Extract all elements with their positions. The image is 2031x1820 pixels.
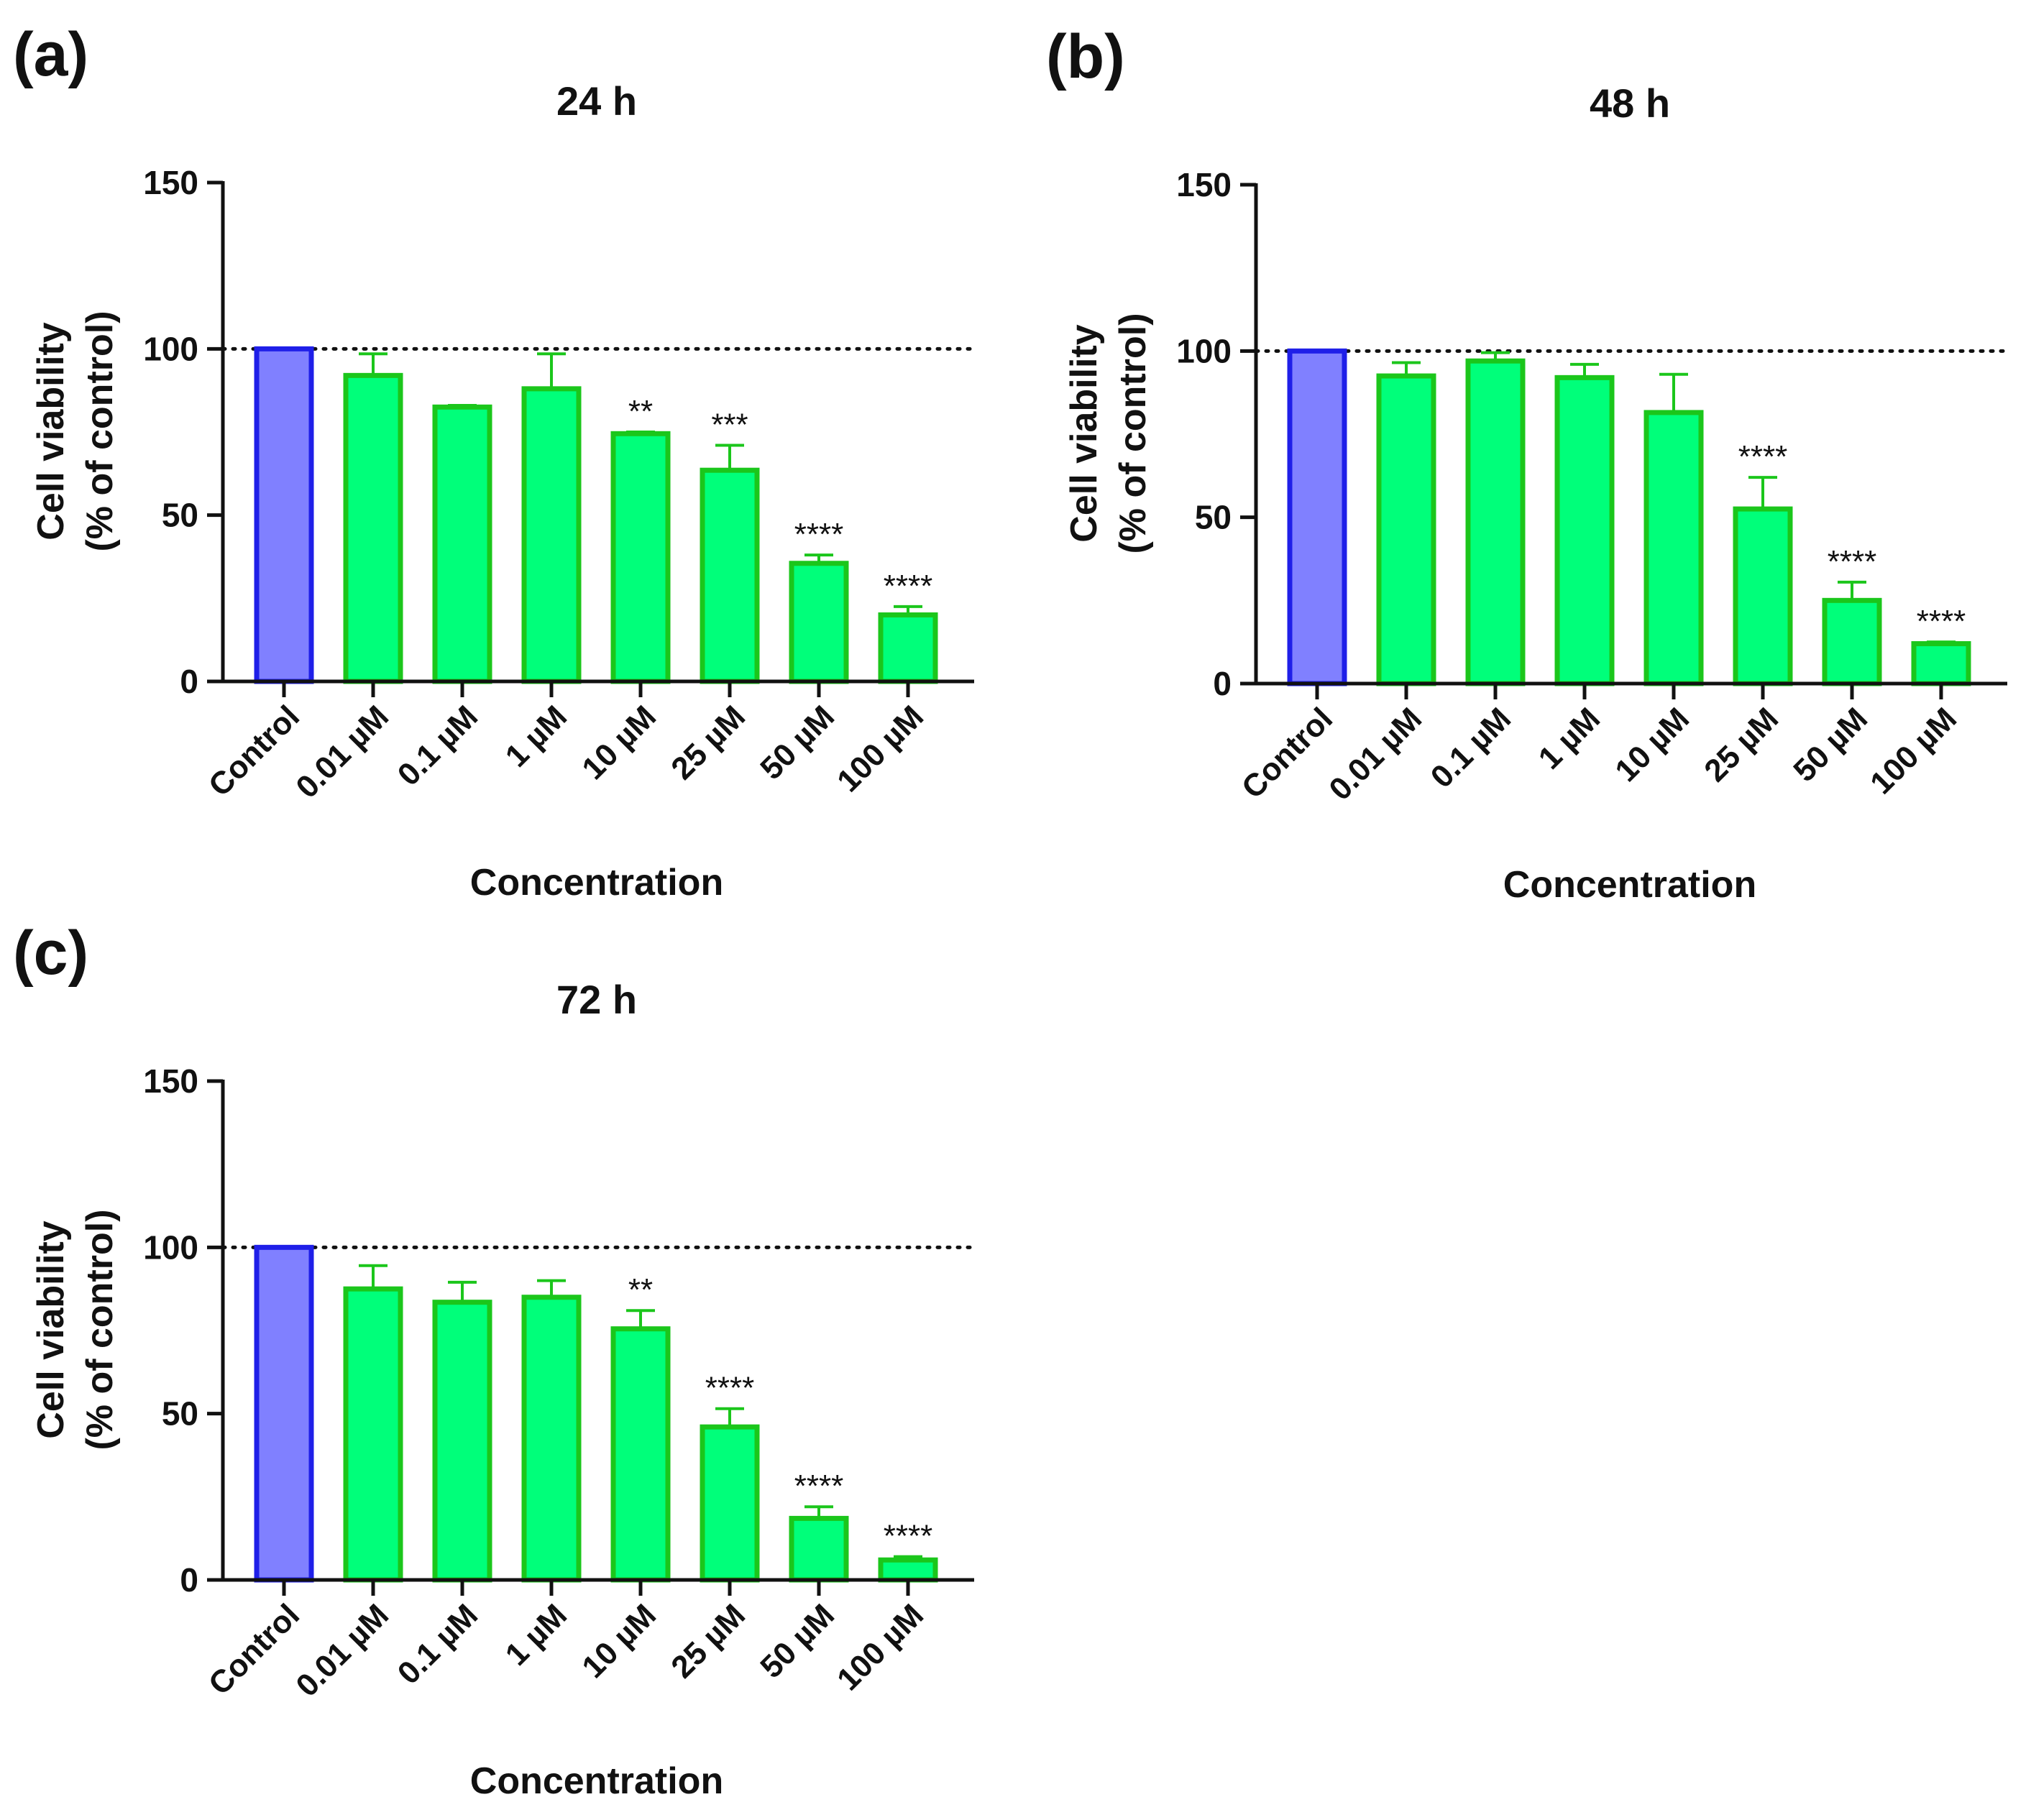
bar [432,404,492,684]
x-tick-label: 100 µM [830,699,930,799]
bar [343,372,403,684]
bar [700,467,760,684]
y-axis-title-line2: (% of control) [1112,313,1154,553]
bar [700,1424,760,1583]
bar [1376,373,1436,686]
y-axis-title-line1: Cell viability [1063,324,1105,543]
bar [521,1295,582,1583]
panel-letter: (a) [13,20,88,89]
y-axis-title-line2: (% of control) [79,311,121,551]
x-axis-title: Concentration [470,1760,723,1802]
bar [1643,410,1704,686]
x-tick-label: 50 µM [753,699,841,786]
chart-title: 24 h [556,78,637,124]
bar [254,346,314,684]
x-tick-label: 100 µM [1863,701,1963,801]
bar [610,431,671,684]
significance-label: *** [711,408,748,443]
significance-label: **** [884,569,933,604]
x-tick-label: 0.01 µM [289,1597,395,1704]
y-tick-label: 150 [143,164,198,201]
bar [878,1557,938,1583]
x-tick-label: 1 µM [1532,701,1607,776]
y-tick-label: 50 [162,1395,198,1433]
bar [343,1286,403,1583]
x-tick-label: 25 µM [664,699,752,786]
significance-label: **** [1917,604,1966,639]
x-tick-label: 50 µM [753,1597,841,1685]
significance-label: **** [794,1469,844,1504]
significance-label: ** [628,394,653,429]
y-tick-label: 100 [1176,332,1232,369]
significance-label: ** [628,1272,653,1307]
significance-label: **** [884,1519,933,1554]
y-tick-label: 150 [143,1062,198,1100]
bar [789,1515,849,1583]
x-tick-label: 10 µM [575,1597,663,1685]
bar [521,386,582,684]
x-tick-label: 0.01 µM [1322,701,1429,807]
x-tick-label: 100 µM [830,1597,930,1697]
x-tick-label: Control [202,699,306,803]
bar [1465,358,1526,686]
x-tick-label: Control [1235,701,1339,805]
bar [1554,374,1615,686]
x-tick-label: 0.1 µM [391,1597,485,1691]
bar [789,561,849,684]
bar [432,1300,492,1583]
significance-label: **** [1828,544,1877,579]
x-tick-label: 25 µM [1697,701,1785,789]
x-tick-label: 0.1 µM [1424,701,1518,794]
y-tick-label: 50 [162,497,198,534]
panel-letter: (b) [1046,22,1125,91]
significance-label: **** [705,1371,755,1406]
y-axis-title-line1: Cell viability [30,322,72,541]
chart-title: 48 h [1590,81,1670,126]
bar [1733,506,1793,686]
y-tick-label: 150 [1176,166,1232,203]
x-tick-label: 25 µM [664,1597,752,1685]
x-tick-label: 1 µM [499,699,574,773]
x-axis-title: Concentration [470,862,723,904]
x-tick-label: 10 µM [575,699,663,786]
bar [1911,640,1971,686]
x-axis-title: Concentration [1503,864,1756,906]
x-tick-label: 0.1 µM [391,699,485,792]
bar [878,612,938,684]
panel-letter: (c) [13,919,88,988]
x-tick-label: Control [202,1597,306,1701]
y-tick-label: 0 [180,1561,198,1599]
y-tick-label: 0 [1213,665,1232,702]
x-tick-label: 0.01 µM [289,699,395,805]
y-axis-title-line1: Cell viability [30,1221,72,1439]
significance-label: **** [1738,439,1788,474]
bar [610,1326,671,1583]
y-tick-label: 100 [143,1228,198,1266]
y-tick-label: 100 [143,330,198,367]
x-tick-label: 10 µM [1608,701,1696,789]
x-tick-label: 50 µM [1787,701,1874,789]
y-tick-label: 0 [180,663,198,700]
significance-label: **** [794,517,844,552]
chart-title: 72 h [556,977,637,1022]
bar [1287,348,1347,686]
x-tick-label: 1 µM [499,1597,574,1672]
y-axis-title-line2: (% of control) [79,1209,121,1450]
bar [1822,597,1882,686]
bar [254,1244,314,1583]
y-tick-label: 50 [1195,499,1232,536]
